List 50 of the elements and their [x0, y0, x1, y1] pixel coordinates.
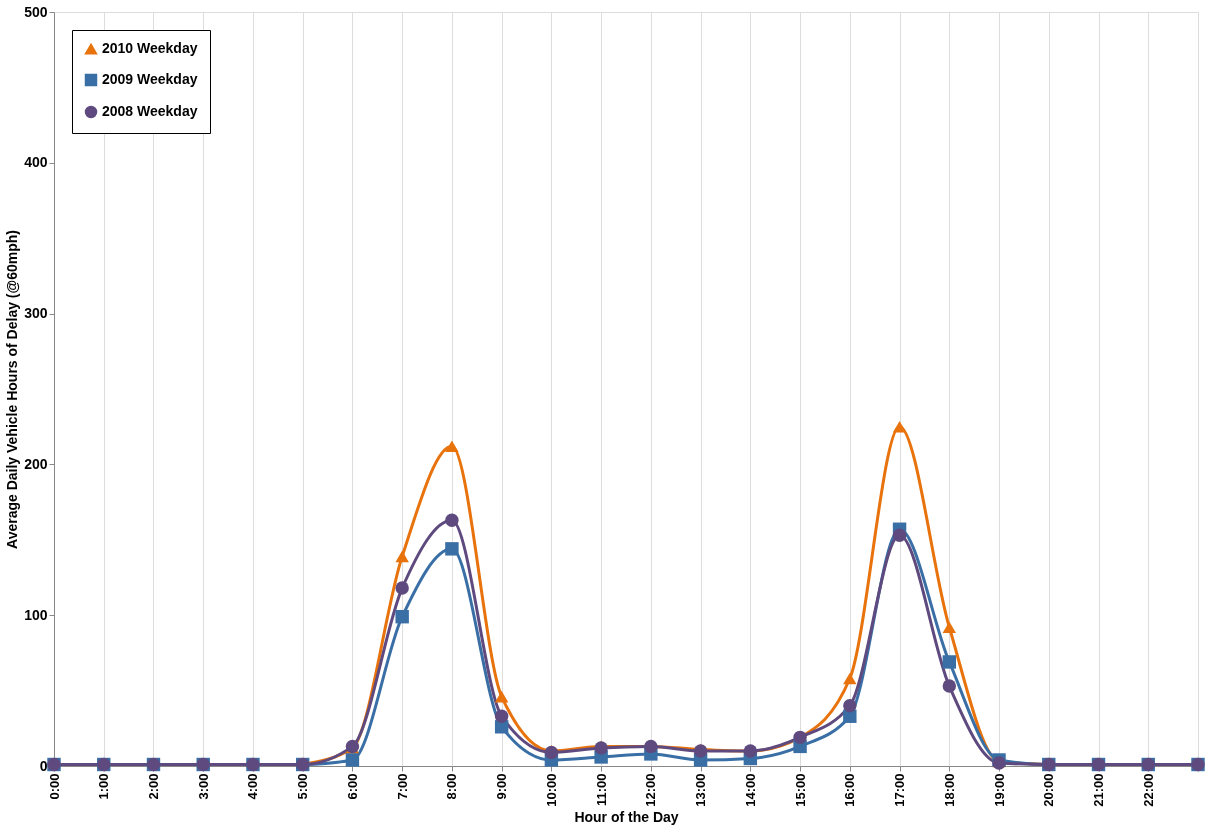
x-tick-label: 7:00	[394, 773, 410, 800]
legend-label: 2008 Weekday	[102, 103, 198, 119]
y-tick-label: 100	[24, 606, 48, 623]
x-tick-label: 11:00	[593, 773, 609, 807]
point	[942, 621, 957, 634]
x-tick-label: 18:00	[941, 773, 957, 807]
x-tick-label: 5:00	[295, 773, 311, 800]
point	[494, 690, 509, 703]
x-tick-label: 0:00	[46, 773, 62, 800]
point	[445, 513, 459, 527]
y-axis-title: Average Daily Vehicle Hours of Delay (@60mph)	[4, 230, 21, 549]
point	[942, 655, 957, 669]
point	[345, 753, 360, 767]
x-tick-label: 1:00	[96, 773, 112, 800]
point	[892, 528, 907, 542]
x-tick-label: 21:00	[1091, 773, 1107, 807]
x-tick-label: 20:00	[1041, 773, 1057, 807]
point	[395, 610, 409, 624]
x-tick-label: 4:00	[245, 773, 261, 800]
y-tick-label: 400	[24, 154, 48, 171]
point	[843, 698, 857, 713]
x-tick-label: 22:00	[1140, 773, 1156, 807]
x-tick-label: 9:00	[494, 773, 510, 800]
point	[843, 672, 857, 685]
x-axis-title: Hour of the Day	[574, 808, 679, 825]
x-tick-label: 13:00	[693, 773, 709, 807]
y-tick-label: 0	[39, 757, 48, 774]
x-tick-label: 3:00	[195, 773, 211, 800]
y-tick-label: 200	[24, 455, 48, 472]
point	[445, 542, 459, 556]
y-tick-label: 300	[24, 305, 48, 322]
x-tick-label: 16:00	[842, 773, 858, 807]
x-tick-label: 12:00	[643, 773, 659, 807]
legend-label: 2010 Weekday	[102, 40, 198, 56]
point	[892, 420, 907, 433]
x-tick-label: 15:00	[792, 773, 808, 807]
point	[395, 550, 409, 563]
x-tick-label: 8:00	[444, 773, 460, 800]
x-tick-label: 14:00	[742, 773, 758, 807]
x-tick-label: 2:00	[145, 773, 161, 800]
x-tick-label: 19:00	[991, 773, 1007, 807]
point	[445, 440, 459, 453]
point	[942, 679, 957, 693]
y-tick-label: 500	[24, 3, 48, 20]
x-tick-label: 10:00	[543, 773, 559, 807]
x-tick-label: 17:00	[892, 773, 908, 807]
point	[395, 581, 409, 595]
legend-label: 2009 Weekday	[102, 71, 198, 87]
point	[494, 709, 509, 723]
x-tick-label: 6:00	[344, 773, 360, 800]
